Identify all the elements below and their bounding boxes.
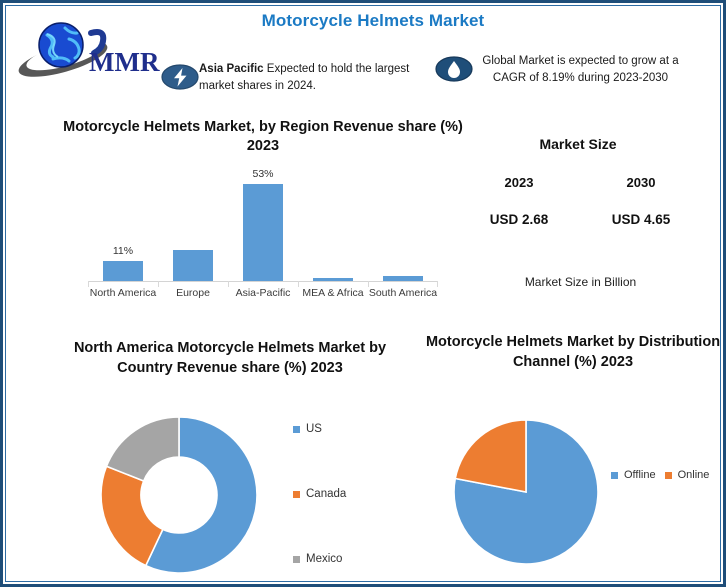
bar-column: 11% [88,168,158,281]
bar-column [298,168,368,281]
fact-cagr-text: Global Market is expected to grow at a C… [482,55,679,85]
market-size-grid: 2023 2030 USD 2.68 USD 4.65 [458,175,703,227]
axis-tick [437,281,438,287]
market-size-year-2023: 2023 [504,175,534,190]
legend-label: Offline [624,469,656,481]
pie-slice [100,465,164,567]
lightning-bolt-icon [161,64,199,90]
legend-label: Mexico [306,553,343,565]
category-label: North America [89,287,157,299]
pie-chart-legend: Offline Online [611,469,709,481]
legend-item[interactable]: Offline [611,469,656,481]
water-drop-icon [435,56,473,82]
axis-tick [298,281,299,287]
legend-item[interactable]: Online [664,469,710,481]
mmr-logo: MMR [13,15,161,81]
bar [103,260,143,281]
bar-chart-axis [88,281,438,282]
axis-tick [228,281,229,287]
legend-swatch [664,471,672,479]
bar [383,276,423,281]
bar-column [368,168,438,281]
category-label: MEA & Africa [302,287,364,299]
legend-swatch [293,425,300,433]
page-title: Motorcycle Helmets Market [261,11,485,30]
market-size-years-row: 2023 2030 [458,175,703,212]
legend-item[interactable]: Mexico [293,553,342,565]
category-label: Europe [176,287,210,299]
pie-chart-title: Motorcycle Helmets Market by Distributio… [425,334,721,370]
legend-label: Online [677,469,710,481]
bar-value-label: 11% [112,244,134,257]
globe-swoosh-logo: MMR [18,22,160,77]
market-size-value-2023: USD 2.68 [489,212,549,227]
bar-chart-title: Motorcycle Helmets Market, by Region Rev… [63,119,463,155]
fact-asia-pacific-text: Asia Pacific Expected to hold the larges… [199,61,411,95]
bar [243,184,283,281]
category-label: South America [368,287,438,299]
category-label: Asia-Pacific [235,287,291,299]
bar-value-label: 53% [252,168,274,181]
legend-swatch [293,490,300,498]
bar-column [158,168,228,281]
legend-swatch [611,471,618,479]
fact-asia-pacific-rest: Expected to hold the largest market shar… [199,63,410,93]
bar-chart-plot: 11% 53% [88,168,438,281]
legend-label: US [306,423,322,435]
fact-asia-pacific: Asia Pacific Expected to hold the larges… [161,61,411,95]
bar [173,250,213,281]
legend-label: Canada [306,488,347,500]
logo-text: MMR [89,47,160,77]
fact-asia-pacific-bold: Asia Pacific [199,63,264,75]
axis-tick [158,281,159,287]
bar-column: 53% [228,168,298,281]
donut-chart-title: North America Motorcycle Helmets Market … [73,340,387,376]
axis-tick [88,281,89,287]
bar-chart: 11% 53% North America Europe Asia-Pacific ME… [88,168,438,313]
legend-item[interactable]: US [293,423,322,435]
pie-slice [144,416,258,574]
bar [313,278,353,281]
axis-tick [368,281,369,287]
legend-swatch [293,555,300,563]
market-size-title: Market Size [539,136,617,152]
market-size-values-row: USD 2.68 USD 4.65 [458,212,703,227]
pie-chart [453,419,599,565]
donut-chart [100,415,258,575]
bar-chart-category-labels: North America Europe Asia-Pacific MEA & Afr… [88,287,438,319]
pie-slice [105,416,180,483]
market-size-footnote: Market Size in Billion [524,275,637,289]
market-size-year-2030: 2030 [626,175,656,190]
fact-cagr: Global Market is expected to grow at a C… [435,53,720,87]
market-size-value-2030: USD 4.65 [611,212,671,227]
pie-slice [454,419,527,493]
legend-item[interactable]: Canada [293,488,346,500]
